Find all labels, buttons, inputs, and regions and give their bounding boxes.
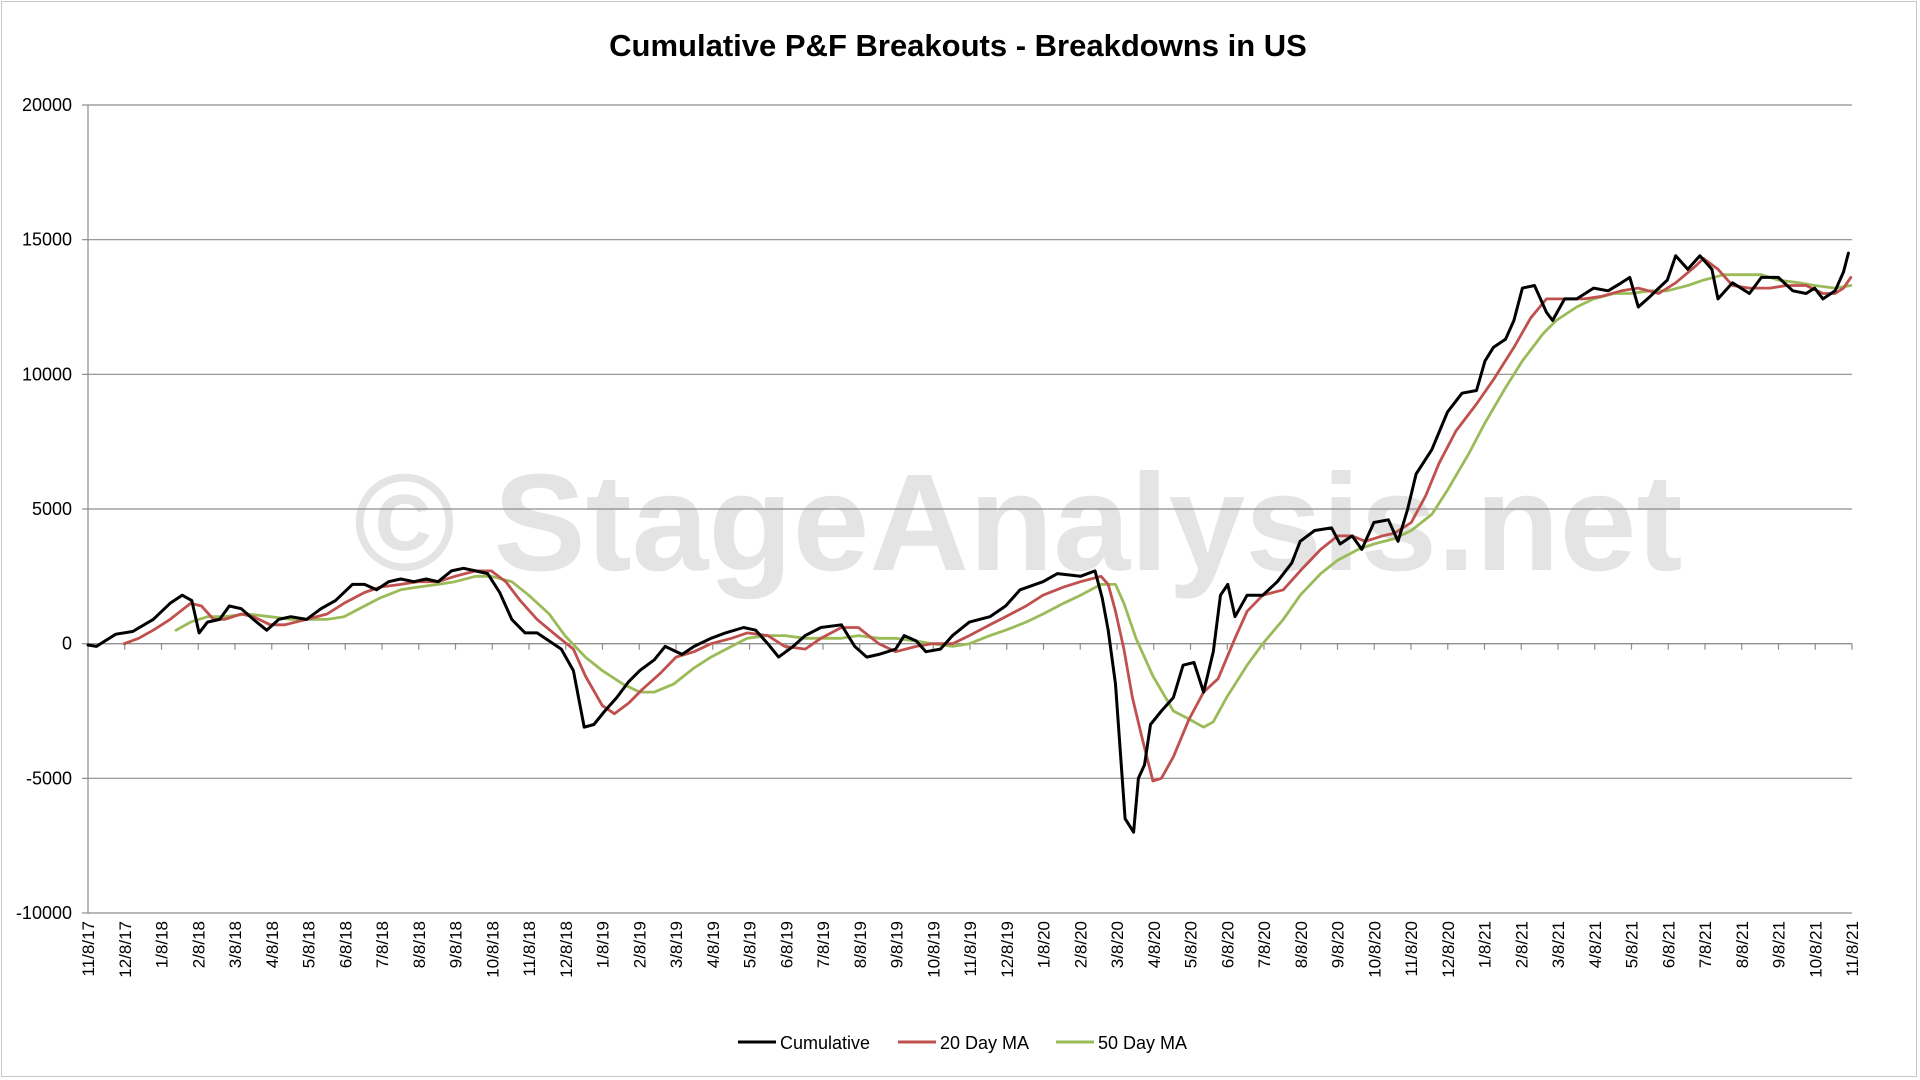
x-tick-label: 1/8/19 (594, 921, 613, 968)
x-tick-label: 10/8/21 (1806, 921, 1825, 978)
x-tick-label: 9/8/21 (1770, 921, 1789, 968)
x-tick-label: 11/8/20 (1402, 921, 1421, 976)
x-tick-label: 4/8/20 (1145, 921, 1164, 968)
x-tick-label: 7/8/20 (1255, 921, 1274, 968)
legend: Cumulative 20 Day MA 50 Day MA (738, 1033, 1187, 1053)
x-tick-label: 4/8/18 (263, 921, 282, 968)
x-tick-label: 11/8/18 (520, 921, 539, 976)
x-tick-label: 12/8/17 (116, 921, 135, 978)
x-tick-label: 8/8/21 (1733, 921, 1752, 968)
x-tick-label: 9/8/20 (1329, 921, 1348, 968)
x-tick-label: 9/8/19 (888, 921, 907, 968)
x-tick-label: 3/8/19 (667, 921, 686, 968)
x-tick-label: 4/8/21 (1586, 921, 1605, 968)
chart-title: Cumulative P&F Breakouts - Breakdowns in… (609, 28, 1307, 63)
x-tick-label: 1/8/21 (1476, 921, 1495, 968)
x-tick-label: 8/8/20 (1292, 921, 1311, 968)
x-tick-label: 12/8/19 (998, 921, 1017, 978)
x-tick-label: 7/8/18 (373, 921, 392, 968)
x-tick-label: 10/8/19 (924, 921, 943, 978)
x-tick-label: 2/8/20 (1071, 921, 1090, 968)
x-axis: 11/8/17 12/8/17 1/8/18 2/8/18 3/8/18 4/8/18 5/… (79, 643, 1862, 978)
x-tick-label: 8/8/19 (851, 921, 870, 968)
legend-item-50-day-ma: 50 Day MA (1056, 1033, 1187, 1053)
y-tick-label: -10000 (16, 903, 72, 923)
legend-item-cumulative: Cumulative (738, 1033, 870, 1053)
y-tick-label: 15000 (22, 230, 72, 250)
x-tick-label: 5/8/20 (1182, 921, 1201, 968)
y-tick-label: 0 (62, 634, 72, 654)
legend-item-20-day-ma: 20 Day MA (898, 1033, 1029, 1053)
x-tick-label: 9/8/18 (447, 921, 466, 968)
x-tick-label: 11/8/19 (961, 921, 980, 976)
x-tick-label: 2/8/18 (189, 921, 208, 968)
y-axis: 20000 15000 10000 5000 0 -5000 -10000 (16, 95, 89, 923)
x-tick-label: 6/8/19 (777, 921, 796, 968)
x-tick-label: 11/8/17 (79, 921, 98, 976)
legend-label-cumulative: Cumulative (780, 1033, 870, 1053)
gridlines (88, 104, 1852, 914)
x-tick-label: 5/8/19 (741, 921, 760, 968)
x-tick-label: 11/8/21 (1843, 921, 1862, 976)
x-tick-label: 1/8/20 (1035, 921, 1054, 968)
x-tick-label: 4/8/19 (704, 921, 723, 968)
series-line-50-day-ma (174, 273, 1853, 729)
y-tick-label: -5000 (26, 768, 72, 788)
y-tick-label: 10000 (22, 364, 72, 384)
x-tick-label: 3/8/20 (1108, 921, 1127, 968)
x-tick-label: 1/8/18 (153, 921, 172, 968)
x-tick-label: 5/8/18 (300, 921, 319, 968)
y-tick-label: 5000 (32, 499, 72, 519)
x-tick-label: 12/8/18 (557, 921, 576, 978)
x-tick-label: 10/8/18 (483, 921, 502, 978)
x-tick-label: 3/8/18 (226, 921, 245, 968)
x-tick-label: 10/8/20 (1365, 921, 1384, 978)
y-tick-label: 20000 (22, 95, 72, 115)
x-tick-label: 12/8/20 (1439, 921, 1458, 978)
x-tick-label: 5/8/21 (1623, 921, 1642, 968)
series-line-cumulative (86, 251, 1850, 834)
x-tick-label: 3/8/21 (1549, 921, 1568, 968)
x-tick-label: 7/8/21 (1696, 921, 1715, 968)
legend-label-20-day-ma: 20 Day MA (940, 1033, 1029, 1053)
x-tick-label: 6/8/18 (336, 921, 355, 968)
x-tick-label: 6/8/21 (1659, 921, 1678, 968)
x-tick-label: 6/8/20 (1218, 921, 1237, 968)
plot-series (86, 251, 1853, 834)
x-tick-label: 7/8/19 (814, 921, 833, 968)
x-tick-label: 8/8/18 (410, 921, 429, 968)
watermark-text: © StageAnalysis.net (354, 446, 1683, 600)
legend-label-50-day-ma: 50 Day MA (1098, 1033, 1187, 1053)
x-tick-label: 2/8/19 (630, 921, 649, 968)
x-tick-label: 2/8/21 (1512, 921, 1531, 968)
